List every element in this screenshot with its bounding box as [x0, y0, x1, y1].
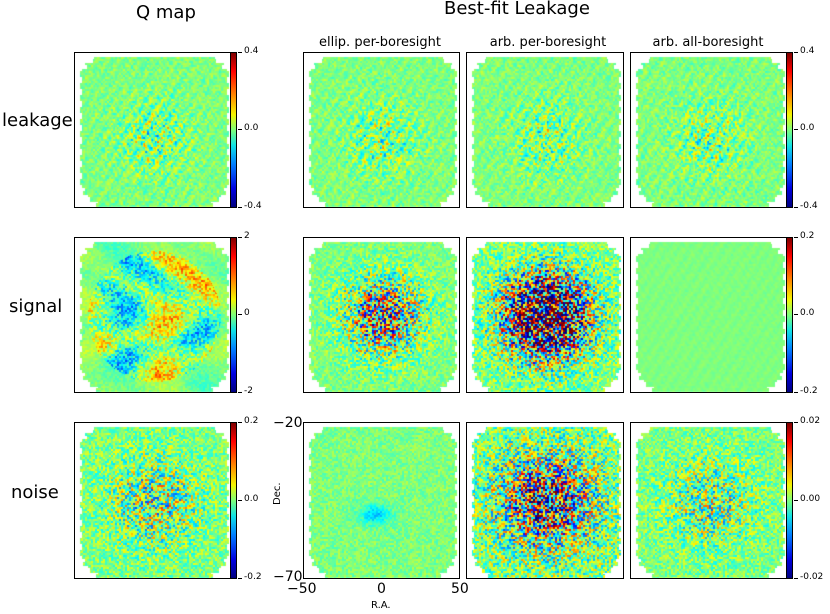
row-label-signal: signal — [9, 296, 63, 317]
panel-leakage-ellip-per-boresight — [303, 52, 460, 208]
colorbar-tick: 0 — [238, 308, 250, 318]
colorbar-tick: -0.2 — [794, 386, 818, 396]
colorbar-tick: 2 — [238, 231, 250, 241]
panel-signal-ellip-per-boresight — [303, 237, 460, 393]
panel-leakage-arb-per-boresight — [466, 52, 624, 208]
colorbar-tick: 0.0 — [237, 494, 259, 504]
colorbar-tick: -0.02 — [793, 572, 824, 582]
colorbar-tick: 0.02 — [793, 416, 821, 426]
colorbar-tick: 0.4 — [237, 46, 259, 56]
colorbar-fit-leakage — [786, 52, 793, 208]
heatmap-leakage-ellip-per-boresight — [304, 53, 459, 207]
colorbar-q-noise — [230, 422, 237, 579]
row-label-leakage: leakage — [2, 110, 73, 131]
dec-tick-bottom: −70 — [273, 569, 303, 585]
colorbar-tick: 0.2 — [793, 231, 815, 241]
heatmap-signal-arb-all-boresight — [631, 238, 787, 392]
colorbar-tick: -0.2 — [238, 572, 262, 582]
colorbar-tick: 0.2 — [237, 416, 259, 426]
heatmap-noise-arb-per-boresight — [467, 423, 623, 578]
row-label-noise: noise — [11, 482, 59, 503]
panel-signal-arb-per-boresight — [466, 237, 624, 393]
heatmap-noise-arb-all-boresight — [631, 423, 787, 578]
heatmap-leakage-arb-per-boresight — [467, 53, 623, 207]
colorbar-tick: 0.0 — [793, 123, 815, 133]
heatmap-leakage-q-map — [75, 53, 231, 207]
panel-signal-q-map — [74, 237, 232, 393]
colorbar-tick: 0.0 — [793, 308, 815, 318]
heatmap-noise-q-map — [75, 423, 231, 578]
ra-tick-right: 50 — [451, 581, 469, 597]
heatmap-signal-q-map — [75, 238, 231, 392]
heatmap-signal-ellip-per-boresight — [304, 238, 459, 392]
heatmap-leakage-arb-all-boresight — [631, 53, 787, 207]
colorbar-q-leakage — [230, 52, 237, 208]
colorbar-tick: -2 — [238, 386, 253, 396]
panel-noise-arb-all-boresight — [630, 422, 788, 579]
ra-axis-label: R.A. — [371, 600, 391, 611]
heatmap-noise-ellip-per-boresight — [304, 423, 459, 578]
colorbar-tick: 0.00 — [793, 494, 821, 504]
colorbar-tick: 0.0 — [237, 123, 259, 133]
panel-noise-q-map — [74, 422, 232, 579]
column-title-ellip-per-boresight: ellip. per-boresight — [318, 35, 442, 50]
dec-tick-top: −20 — [273, 415, 303, 431]
colorbar-tick: -0.4 — [794, 201, 818, 211]
column-title-arb-all-boresight: arb. all-boresight — [652, 35, 764, 50]
column-title-arb-per-boresight: arb. per-boresight — [489, 35, 607, 50]
ra-tick-center: 0 — [377, 581, 386, 597]
panel-leakage-arb-all-boresight — [630, 52, 788, 208]
colorbar-fit-signal — [786, 237, 793, 393]
colorbar-tick: -0.4 — [238, 201, 262, 211]
panel-noise-arb-per-boresight — [466, 422, 624, 579]
best-fit-leakage-header: Best-fit Leakage — [444, 0, 590, 19]
colorbar-fit-noise — [786, 422, 793, 579]
q-map-header: Q map — [136, 2, 196, 23]
colorbar-tick: 0.4 — [793, 46, 815, 56]
panel-noise-ellip-per-boresight — [303, 422, 460, 579]
heatmap-signal-arb-per-boresight — [467, 238, 623, 392]
dec-axis-label: Dec. — [272, 482, 283, 505]
panel-leakage-q-map — [74, 52, 232, 208]
ra-tick-left: −50 — [287, 581, 317, 597]
colorbar-q-signal — [230, 237, 237, 393]
panel-signal-arb-all-boresight — [630, 237, 788, 393]
